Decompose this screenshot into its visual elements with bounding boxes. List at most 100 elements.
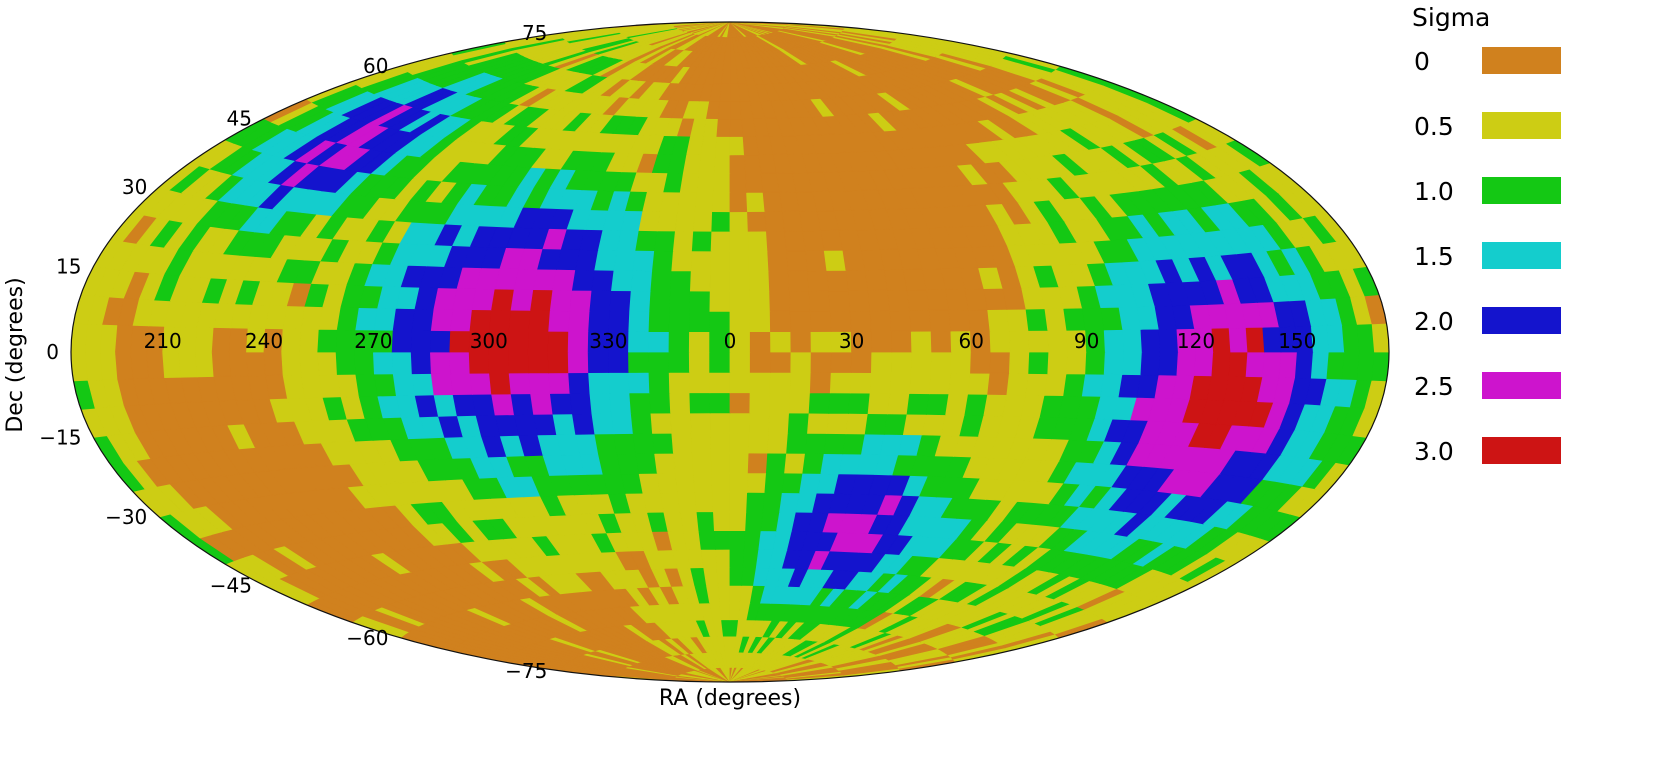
- heatmap-cell: [694, 191, 714, 213]
- heatmap-cell: [746, 491, 766, 513]
- heatmap-cell: [729, 136, 745, 156]
- heatmap-cell: [804, 249, 828, 272]
- heatmap-cell: [869, 372, 892, 394]
- dec-tick-label: 15: [56, 255, 81, 279]
- heatmap-cell: [989, 351, 1011, 374]
- heatmap-cell: [807, 270, 830, 292]
- heatmap-cell: [652, 432, 674, 454]
- heatmap-cell: [1028, 329, 1050, 353]
- heatmap-cell: [748, 432, 770, 454]
- heatmap-cell: [489, 309, 512, 332]
- heatmap-cell: [194, 326, 215, 353]
- heatmap-cell: [1371, 351, 1389, 382]
- heatmap-cell: [115, 351, 134, 380]
- heatmap-cell: [468, 351, 490, 374]
- heatmap-cell: [471, 393, 496, 416]
- heatmap-cell: [710, 250, 731, 272]
- heatmap-cell: [669, 290, 691, 312]
- heatmap-cell: [85, 323, 104, 353]
- legend-label: 2.5: [1414, 372, 1454, 401]
- heatmap-cell: [906, 289, 930, 311]
- heatmap-cell: [710, 432, 731, 454]
- heatmap-cell: [802, 452, 825, 474]
- ra-tick-label: 330: [589, 329, 627, 353]
- heatmap-cell: [845, 269, 869, 292]
- heatmap-cell: [729, 118, 744, 137]
- heatmap-cell: [925, 288, 950, 311]
- heatmap-cell: [729, 491, 748, 513]
- heatmap-cell: [689, 310, 711, 333]
- heatmap-cell: [611, 412, 634, 435]
- heatmap-cell: [649, 392, 672, 414]
- heatmap-cell: [717, 584, 731, 604]
- heatmap-cell: [848, 392, 871, 415]
- heatmap-cell: [845, 412, 869, 435]
- heatmap-cell: [747, 452, 769, 474]
- heatmap-cell: [670, 270, 692, 292]
- heatmap-cell: [211, 327, 232, 353]
- heatmap-cell: [567, 330, 590, 353]
- heatmap-cell: [693, 472, 713, 493]
- heatmap-cell: [1063, 373, 1087, 397]
- heatmap-cell: [826, 269, 849, 292]
- heatmap-cell: [807, 412, 830, 434]
- ra-tick-label: 30: [839, 329, 864, 353]
- heatmap-cell: [671, 432, 693, 454]
- dec-tick-label: −30: [105, 505, 147, 529]
- heatmap-cell: [781, 472, 804, 494]
- heatmap-cell: [715, 548, 731, 568]
- heatmap-cell: [729, 211, 749, 232]
- heatmap-cell: [713, 154, 731, 174]
- heatmap-cell: [945, 393, 969, 416]
- heatmap-cell: [594, 249, 618, 271]
- heatmap-cell: [809, 371, 832, 394]
- heatmap-cell: [689, 412, 712, 434]
- heatmap-cell: [508, 372, 532, 395]
- heatmap-cell: [508, 330, 530, 353]
- heatmap-cell: [613, 433, 637, 455]
- heatmap-cell: [890, 351, 913, 374]
- heatmap-cell: [768, 270, 790, 292]
- heatmap-cell: [674, 210, 696, 232]
- heatmap-cell: [530, 289, 554, 311]
- heatmap-cell: [1006, 308, 1030, 332]
- heatmap-cell: [1006, 372, 1030, 396]
- heatmap-cell: [672, 452, 695, 474]
- heatmap-cell: [299, 328, 320, 353]
- heatmap-cell: [709, 290, 731, 312]
- legend-swatch: [1482, 307, 1561, 334]
- heatmap-cell: [909, 309, 932, 332]
- heatmap-cell: [729, 270, 751, 292]
- heatmap-cell: [889, 310, 912, 332]
- heatmap-cell: [392, 373, 416, 397]
- heatmap-cell: [527, 351, 550, 374]
- heatmap-cell: [194, 351, 215, 378]
- heatmap-cell: [721, 67, 731, 85]
- heatmap-cell: [691, 452, 713, 474]
- y-axis-label: Dec (degrees): [3, 277, 28, 432]
- heatmap-cell: [1294, 351, 1314, 379]
- heatmap-cell: [809, 310, 832, 333]
- heatmap-cell: [810, 331, 832, 353]
- ra-tick-label: 150: [1278, 329, 1316, 353]
- heatmap-cell: [700, 135, 718, 156]
- heatmap-cell: [317, 351, 338, 376]
- heatmap-cell: [429, 330, 452, 353]
- heatmap-cell: [729, 351, 751, 373]
- heatmap-cell: [703, 118, 719, 137]
- heatmap-cell: [449, 330, 471, 353]
- x-axis-label: RA (degrees): [659, 686, 801, 711]
- heatmap-cell: [628, 331, 650, 353]
- ra-tick-label: 60: [958, 329, 983, 353]
- legend-swatch: [1482, 47, 1561, 74]
- heatmap-cell: [784, 452, 806, 474]
- heatmap-cell: [787, 412, 810, 434]
- heatmap-cell: [430, 372, 454, 396]
- heatmap-cell: [1228, 351, 1249, 377]
- heatmap-cell: [1158, 351, 1179, 376]
- heatmap-cell: [317, 328, 338, 353]
- heatmap-cell: [354, 351, 375, 375]
- heatmap-cell: [729, 530, 747, 550]
- heatmap-cell: [609, 392, 632, 414]
- heatmap-cell: [710, 230, 731, 252]
